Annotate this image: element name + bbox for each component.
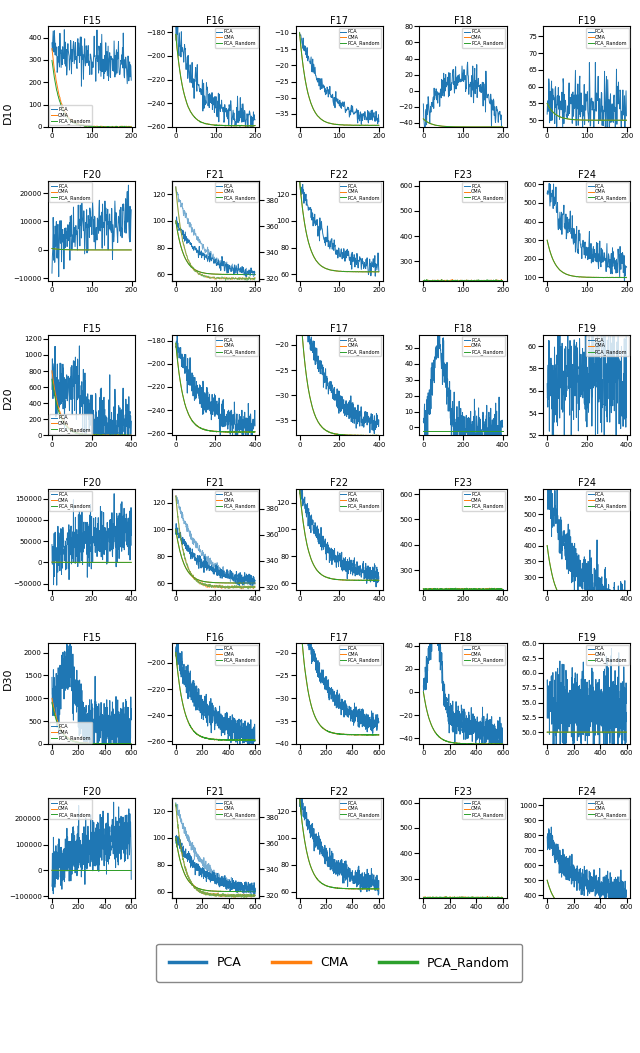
Title: F20: F20 [83, 478, 100, 489]
Text: D10: D10 [3, 101, 13, 124]
Title: F16: F16 [207, 16, 225, 25]
Legend: PCA, CMA, PCA_Random: PCA, CMA, PCA_Random [215, 799, 257, 819]
Title: F16: F16 [207, 633, 225, 642]
Legend: PCA, CMA, PCA_Random: PCA, CMA, PCA_Random [49, 182, 92, 202]
Title: F19: F19 [578, 633, 596, 642]
Legend: PCA, CMA, PCA_Random: PCA, CMA, PCA_Random [215, 336, 257, 356]
Title: F16: F16 [207, 324, 225, 334]
Title: F19: F19 [578, 324, 596, 334]
Legend: PCA, CMA, PCA_Random: PCA, CMA, PCA_Random [49, 105, 92, 125]
Legend: PCA, CMA, PCA_Random: PCA, CMA, PCA_Random [49, 491, 92, 511]
Legend: PCA, CMA, PCA_Random: PCA, CMA, PCA_Random [156, 943, 522, 982]
Title: F23: F23 [454, 478, 472, 489]
Title: F22: F22 [330, 787, 348, 797]
Title: F15: F15 [83, 324, 100, 334]
Legend: PCA, CMA, PCA_Random: PCA, CMA, PCA_Random [215, 644, 257, 664]
Text: D20: D20 [3, 386, 13, 410]
Title: F18: F18 [454, 633, 472, 642]
Title: F15: F15 [83, 633, 100, 642]
Legend: PCA, CMA, PCA_Random: PCA, CMA, PCA_Random [215, 491, 257, 511]
Legend: PCA, CMA, PCA_Random: PCA, CMA, PCA_Random [339, 27, 381, 47]
Legend: PCA, CMA, PCA_Random: PCA, CMA, PCA_Random [586, 644, 629, 664]
Title: F23: F23 [454, 787, 472, 797]
Title: F17: F17 [330, 633, 348, 642]
Legend: PCA, CMA, PCA_Random: PCA, CMA, PCA_Random [586, 799, 629, 819]
Legend: PCA, CMA, PCA_Random: PCA, CMA, PCA_Random [586, 491, 629, 511]
Title: F17: F17 [330, 324, 348, 334]
Legend: PCA, CMA, PCA_Random: PCA, CMA, PCA_Random [586, 182, 629, 202]
Legend: PCA, CMA, PCA_Random: PCA, CMA, PCA_Random [339, 644, 381, 664]
Legend: PCA, CMA, PCA_Random: PCA, CMA, PCA_Random [463, 182, 505, 202]
Title: F24: F24 [578, 787, 596, 797]
Title: F22: F22 [330, 478, 348, 489]
Legend: PCA, CMA, PCA_Random: PCA, CMA, PCA_Random [49, 414, 92, 434]
Title: F15: F15 [83, 16, 100, 25]
Title: F19: F19 [578, 16, 596, 25]
Legend: PCA, CMA, PCA_Random: PCA, CMA, PCA_Random [215, 27, 257, 47]
Legend: PCA, CMA, PCA_Random: PCA, CMA, PCA_Random [586, 336, 629, 356]
Legend: PCA, CMA, PCA_Random: PCA, CMA, PCA_Random [463, 491, 505, 511]
Title: F22: F22 [330, 170, 348, 180]
Title: F18: F18 [454, 324, 472, 334]
Legend: PCA, CMA, PCA_Random: PCA, CMA, PCA_Random [463, 644, 505, 664]
Title: F24: F24 [578, 170, 596, 180]
Title: F24: F24 [578, 478, 596, 489]
Text: D30: D30 [3, 668, 13, 691]
Legend: PCA, CMA, PCA_Random: PCA, CMA, PCA_Random [339, 799, 381, 819]
Title: F20: F20 [83, 787, 100, 797]
Title: F20: F20 [83, 170, 100, 180]
Legend: PCA, CMA, PCA_Random: PCA, CMA, PCA_Random [215, 182, 257, 202]
Legend: PCA, CMA, PCA_Random: PCA, CMA, PCA_Random [339, 182, 381, 202]
Title: F18: F18 [454, 16, 472, 25]
Title: F21: F21 [206, 478, 225, 489]
Legend: PCA, CMA, PCA_Random: PCA, CMA, PCA_Random [586, 27, 629, 47]
Title: F21: F21 [206, 170, 225, 180]
Legend: PCA, CMA, PCA_Random: PCA, CMA, PCA_Random [463, 336, 505, 356]
Legend: PCA, CMA, PCA_Random: PCA, CMA, PCA_Random [49, 722, 92, 742]
Legend: PCA, CMA, PCA_Random: PCA, CMA, PCA_Random [463, 799, 505, 819]
Legend: PCA, CMA, PCA_Random: PCA, CMA, PCA_Random [339, 336, 381, 356]
Legend: PCA, CMA, PCA_Random: PCA, CMA, PCA_Random [49, 799, 92, 819]
Legend: PCA, CMA, PCA_Random: PCA, CMA, PCA_Random [339, 491, 381, 511]
Title: F17: F17 [330, 16, 348, 25]
Title: F21: F21 [206, 787, 225, 797]
Legend: PCA, CMA, PCA_Random: PCA, CMA, PCA_Random [463, 27, 505, 47]
Title: F23: F23 [454, 170, 472, 180]
